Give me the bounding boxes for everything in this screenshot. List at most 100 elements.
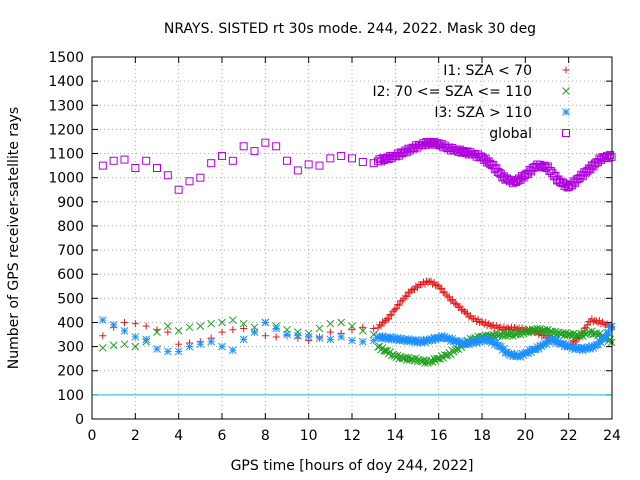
data-point-i2: [131, 342, 140, 351]
data-point-i2-dense: [440, 351, 449, 359]
y-tick-label: 1000: [48, 171, 84, 187]
data-point-i1: [131, 320, 139, 328]
data-point-i1-dense: [589, 318, 597, 326]
data-point-i3: [272, 324, 281, 333]
data-point-i1-dense: [427, 277, 435, 285]
data-point-global: [358, 157, 367, 166]
data-point-global: [163, 171, 172, 180]
data-point-i1-dense: [374, 324, 382, 332]
data-point-i3: [326, 335, 335, 344]
x-tick-label: 24: [603, 428, 621, 444]
data-point-i3: [228, 346, 237, 355]
data-point-i1: [121, 318, 128, 326]
data-point-i2: [218, 318, 226, 327]
data-point-i1-dense: [451, 299, 459, 307]
data-point-i2: [98, 343, 107, 352]
x-tick-label: 12: [343, 428, 361, 444]
data-point-i3: [196, 340, 205, 349]
data-point-i1: [175, 340, 183, 348]
data-point-i2: [369, 330, 378, 339]
data-point-i1-dense: [403, 293, 411, 301]
y-tick-label: 1300: [48, 98, 84, 114]
data-point-i2: [153, 328, 161, 336]
data-point-i1-dense: [377, 322, 385, 330]
y-tick-label: 400: [57, 315, 84, 331]
data-point-i3: [358, 337, 367, 346]
data-point-global: [131, 164, 140, 173]
data-point-i3: [153, 345, 161, 353]
y-tick-label: 900: [57, 195, 84, 211]
data-point-i3: [239, 335, 248, 344]
data-point-i1: [229, 326, 237, 334]
data-point-global: [283, 156, 291, 165]
axis-ticks: 0 2 4 6 8 10 12 14 16 18 20 22 240100200300400500600…: [48, 50, 621, 444]
data-point-i2: [120, 340, 129, 349]
data-point-global: [239, 142, 248, 151]
data-point-i2: [315, 324, 324, 333]
data-point-global: [348, 154, 356, 163]
data-point-global: [109, 156, 118, 165]
y-tick-label: 600: [57, 267, 84, 283]
data-point-i2-dense: [521, 328, 529, 336]
x-tick-label: 18: [473, 428, 491, 444]
data-point-i3: [261, 318, 270, 327]
data-point-i2: [293, 328, 302, 336]
data-point-i1-dense: [394, 300, 402, 308]
data-point-global: [326, 154, 335, 163]
data-point-global: [250, 147, 259, 156]
data-point-i1-dense: [385, 315, 393, 323]
x-tick-label: 6: [218, 428, 227, 444]
data-point-i2: [337, 318, 346, 327]
data-point-i1-dense: [413, 284, 421, 292]
data-point-i2: [185, 323, 194, 332]
data-point-i1-dense: [453, 300, 461, 308]
data-point-i1: [240, 325, 248, 332]
data-point-i2: [358, 327, 367, 335]
y-tick-label: 0: [75, 412, 84, 428]
data-point-global: [218, 151, 226, 160]
data-point-i2-dense: [410, 356, 419, 365]
data-point-i1-dense: [383, 314, 391, 322]
data-point-global: [98, 161, 107, 170]
data-point-i1-dense: [409, 285, 417, 293]
data-point-global: [185, 177, 194, 186]
data-point-i1: [326, 328, 334, 336]
data-point-global: [228, 156, 237, 165]
data-point-i1-dense: [433, 281, 441, 289]
data-point-i3: [369, 336, 378, 345]
data-point-i3: [283, 330, 291, 339]
data-marks: [98, 137, 616, 367]
data-point-global: [196, 173, 205, 182]
y-tick-label: 1400: [48, 74, 84, 90]
data-point-global: [261, 138, 270, 147]
chart-title: NRAYS. SISTED rt 30s mode. 244, 2022. Ma…: [164, 21, 536, 37]
data-point-i1-dense: [395, 301, 403, 309]
data-point-i1-dense: [489, 321, 497, 329]
x-axis-label: GPS time [hours of doy 244, 2022]: [231, 458, 474, 474]
data-point-i3: [142, 335, 151, 344]
data-point-i1-dense: [386, 310, 394, 318]
data-point-i1: [261, 332, 269, 340]
legend-marker: [562, 108, 570, 116]
y-tick-label: 1500: [48, 50, 84, 66]
data-point-i1: [359, 323, 367, 331]
data-point-i1-dense: [494, 324, 502, 332]
data-point-global: [293, 166, 302, 175]
data-point-i1-dense: [462, 310, 470, 318]
legend: I1: SZA < 70 I2: 70 <= SZA <= 110 I3: SZA …: [372, 63, 570, 142]
data-point-i2: [239, 319, 248, 328]
x-tick-label: 14: [386, 428, 404, 444]
y-tick-label: 1100: [48, 147, 84, 163]
data-point-i2: [163, 322, 172, 330]
data-point-i1: [348, 326, 356, 334]
data-point-global: [337, 151, 346, 160]
data-point-i3: [207, 337, 216, 346]
plot-frame: [91, 56, 613, 420]
legend-label: global: [489, 126, 532, 142]
data-point-global: [272, 142, 281, 151]
data-point-i1-dense: [588, 315, 596, 323]
data-point-i3: [337, 333, 346, 341]
data-point-global: [142, 156, 151, 165]
y-tick-label: 1200: [48, 122, 84, 138]
legend-label: I1: SZA < 70: [443, 63, 532, 79]
